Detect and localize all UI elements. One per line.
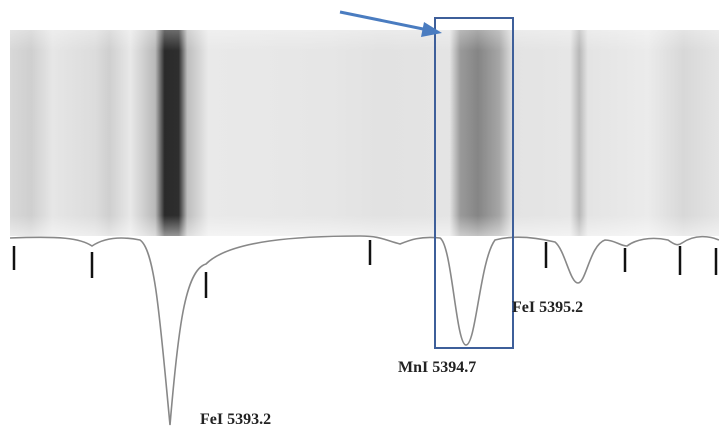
page: {"labels": ["FeI 5393.2", "MnI 5394.7", …	[0, 0, 719, 430]
profile-curve	[10, 236, 719, 425]
line-label: MnI 5394.7	[398, 359, 476, 376]
line-label: FeI 5393.2	[200, 411, 271, 428]
tick-marks	[14, 240, 716, 298]
band-shade	[10, 30, 719, 236]
arrow-shaft	[340, 12, 428, 30]
spectrum-figure: FeI 5393.2 MnI 5394.7 FeI 5395.2	[0, 0, 719, 430]
line-label: FeI 5395.2	[512, 299, 583, 316]
